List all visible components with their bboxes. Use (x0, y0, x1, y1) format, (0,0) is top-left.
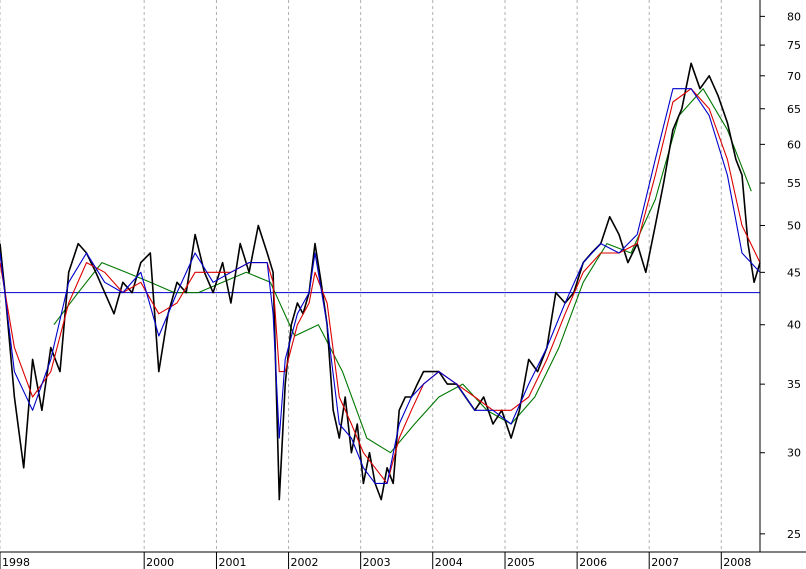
series-line-ma-long (53, 88, 752, 454)
series-line-ma-short (0, 88, 761, 484)
series-line-price (0, 62, 761, 501)
x-tick-label-2004: 2004 (435, 556, 463, 569)
y-tick-label-65: 65 (787, 103, 801, 116)
y-tick-label-35: 35 (787, 378, 801, 391)
y-tick-label-30: 30 (787, 447, 801, 460)
x-tick-label-2008: 2008 (723, 556, 751, 569)
y-tick-label-45: 45 (787, 266, 801, 279)
y-tick-label-70: 70 (787, 70, 801, 83)
y-tick-label-55: 55 (787, 177, 801, 190)
y-tick-label-40: 40 (787, 319, 801, 332)
x-tick-label-2000: 2000 (146, 556, 174, 569)
x-tick-label-2006: 2006 (579, 556, 607, 569)
x-tick-label-2007: 2007 (651, 556, 679, 569)
series-line-ma-medium (0, 88, 761, 484)
y-tick-label-80: 80 (787, 10, 801, 23)
x-tick-label-1998: 1998 (2, 556, 30, 569)
y-tick-label-60: 60 (787, 138, 801, 151)
y-tick-label-25: 25 (787, 528, 801, 541)
x-tick-label-2003: 2003 (363, 556, 391, 569)
x-tick-label-2002: 2002 (291, 556, 319, 569)
x-tick-label-2001: 2001 (218, 556, 246, 569)
x-tick-label-2005: 2005 (507, 556, 535, 569)
y-tick-label-75: 75 (787, 39, 801, 52)
y-tick-label-50: 50 (787, 219, 801, 232)
series-layer (0, 62, 761, 501)
